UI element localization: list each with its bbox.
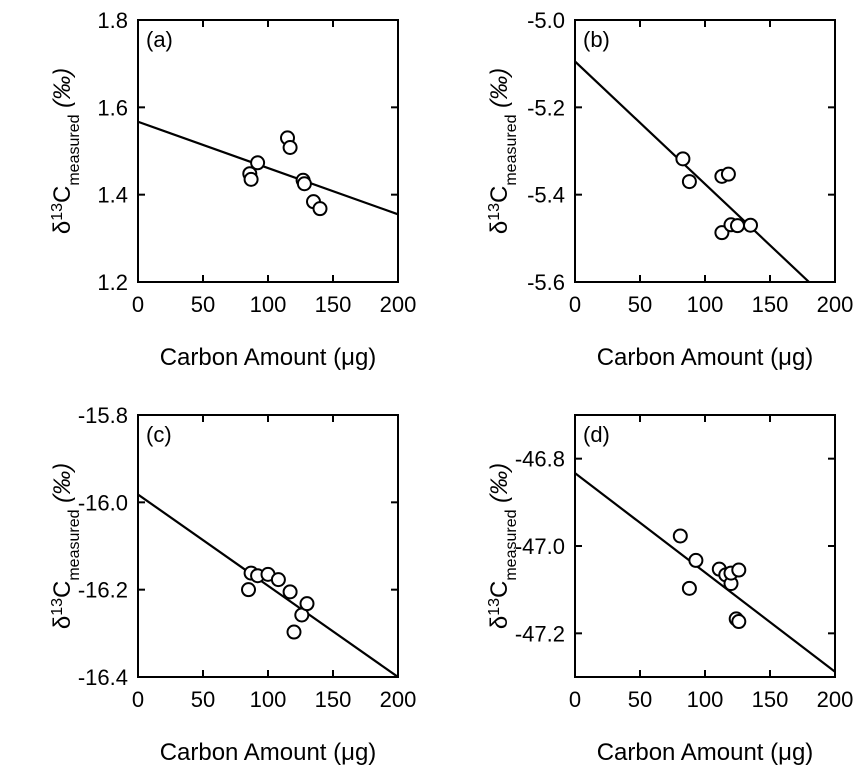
data-point — [250, 155, 266, 171]
fit-line — [138, 493, 398, 677]
plot-frame — [137, 414, 399, 678]
plot-frame — [574, 19, 836, 283]
x-tick-label: 100 — [250, 292, 287, 317]
x-axis-label: Carbon Amount (μg) — [160, 344, 377, 371]
y-tick-label: -16.0 — [78, 490, 128, 515]
data-point — [681, 174, 697, 190]
chart-panel-4: 0 50 100 150 200 -47.2 -47.0 -46.8 (d) Carbon Amo… — [486, 414, 854, 766]
y-axis-label: δ13Cmeasured (‰) — [49, 463, 83, 629]
x-tick-label: 100 — [687, 687, 724, 712]
y-tick-label: -5.2 — [527, 95, 565, 120]
x-tick-label: 50 — [191, 687, 215, 712]
data-point — [282, 140, 298, 156]
data-point — [731, 562, 747, 578]
x-tick-label: 0 — [569, 687, 581, 712]
x-tick-label: 0 — [132, 292, 144, 317]
data-point — [730, 218, 745, 234]
data-point — [270, 572, 286, 588]
data-point — [681, 580, 697, 596]
chart-panel-2: 0 50 100 150 200 -5.6 -5.4 -5.2 -5.0 (b) Carbon Am… — [486, 8, 854, 371]
x-tick-label: 200 — [817, 292, 854, 317]
data-point — [282, 584, 298, 600]
x-axis-label: Carbon Amount (μg) — [160, 739, 377, 766]
data-point — [296, 176, 312, 192]
x-tick-label: 200 — [380, 687, 417, 712]
x-tick-label: 150 — [752, 292, 789, 317]
data-point — [731, 614, 747, 630]
data-point — [312, 201, 328, 217]
x-tick-label: 0 — [132, 687, 144, 712]
y-tick-label: -47.2 — [515, 621, 565, 646]
x-tick-label: 150 — [315, 292, 352, 317]
panel-label: (a) — [146, 27, 173, 52]
x-tick-label: 50 — [191, 292, 215, 317]
x-tick-label: 200 — [817, 687, 854, 712]
x-tick-label: 150 — [315, 687, 352, 712]
x-tick-label: 100 — [250, 687, 287, 712]
data-point — [688, 552, 704, 568]
y-tick-label: -5.0 — [527, 8, 565, 33]
x-axis-label: Carbon Amount (μg) — [597, 739, 814, 766]
fit-line — [575, 472, 835, 673]
panel-label: (b) — [583, 27, 610, 52]
data-point — [286, 624, 302, 640]
fit-line — [138, 120, 398, 216]
y-tick-label: -5.4 — [527, 183, 565, 208]
x-tick-label: 50 — [628, 292, 652, 317]
y-axis-label: δ13Cmeasured (‰) — [486, 463, 520, 629]
plot-frame — [137, 19, 399, 283]
data-point — [299, 596, 315, 612]
data-point — [243, 171, 259, 187]
y-tick-label: -16.2 — [78, 578, 128, 603]
panel-label: (c) — [146, 422, 172, 447]
plot-frame — [574, 414, 836, 678]
x-tick-label: 150 — [752, 687, 789, 712]
y-tick-label: -46.8 — [515, 447, 565, 472]
panel-label: (d) — [583, 422, 610, 447]
data-point — [672, 528, 688, 544]
y-tick-label: 1.8 — [97, 8, 128, 33]
y-tick-label: 1.6 — [97, 95, 128, 120]
y-tick-label: -47.0 — [515, 534, 565, 559]
x-tick-label: 100 — [687, 292, 724, 317]
fit-line — [575, 60, 810, 282]
chart-panel-3: 0 50 100 150 200 -16.4 -16.2 -16.0 -15.8 (c) Carbo… — [49, 403, 417, 766]
data-point — [720, 166, 736, 182]
data-point — [241, 582, 256, 598]
y-tick-label: 1.2 — [97, 270, 128, 295]
y-tick-label: -16.4 — [78, 665, 128, 690]
y-axis-label: δ13Cmeasured (‰) — [486, 68, 520, 234]
data-point — [675, 151, 691, 167]
data-point — [743, 217, 758, 233]
y-tick-label: 1.4 — [97, 183, 128, 208]
y-tick-label: -5.6 — [527, 270, 565, 295]
x-tick-label: 50 — [628, 687, 652, 712]
x-tick-label: 0 — [569, 292, 581, 317]
y-axis-label: δ13Cmeasured (‰) — [49, 68, 83, 234]
x-tick-label: 200 — [380, 292, 417, 317]
chart-panel-1: 0 50 100 150 200 1.2 1.4 1.6 1.8 (a) Carbon Amount… — [49, 8, 417, 371]
y-tick-label: -15.8 — [78, 403, 128, 428]
x-axis-label: Carbon Amount (μg) — [597, 344, 814, 371]
